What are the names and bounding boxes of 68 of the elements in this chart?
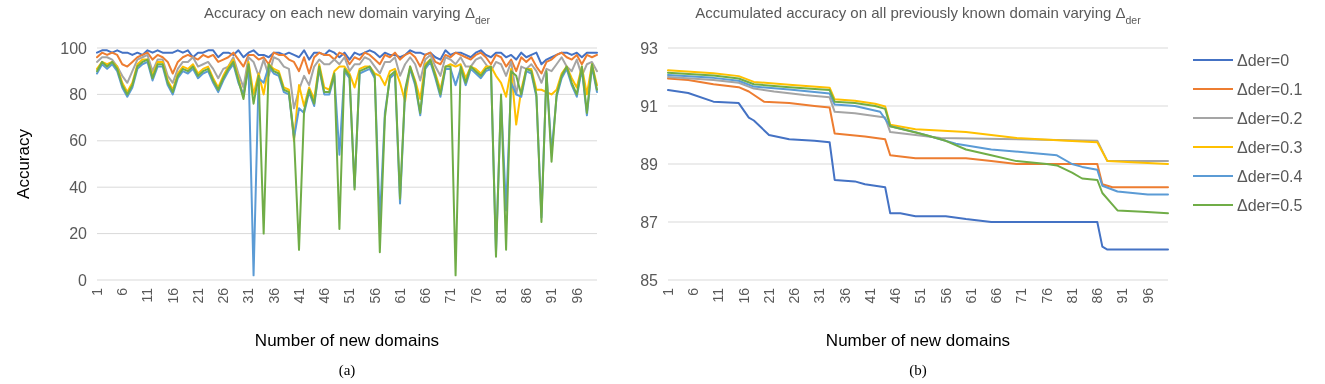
x-tick-label: 51	[912, 287, 929, 304]
y-tick-label: 85	[640, 271, 659, 289]
x-tick-label: 71	[442, 287, 459, 304]
line-series	[667, 89, 1169, 251]
x-tick-label: 1	[88, 287, 105, 296]
y-tick-label: 60	[69, 132, 88, 150]
y-tick-label: 40	[69, 178, 88, 196]
x-tick-label: 6	[114, 287, 131, 296]
line-series	[96, 49, 598, 66]
x-tick-label: 26	[215, 287, 232, 304]
line-series	[96, 51, 598, 75]
x-tick-label: 81	[492, 287, 509, 304]
x-axis-title: Number of new domains	[254, 331, 440, 350]
text: (b)	[909, 362, 927, 379]
x-tick-label: 66	[988, 287, 1005, 304]
x-tick-label: 41	[861, 287, 878, 304]
x-tick-label: 21	[189, 287, 206, 304]
y-tick-label: 93	[640, 39, 659, 57]
legend-label: Δder=0.3	[1237, 138, 1303, 156]
x-tick-label: 1	[659, 287, 676, 296]
x-tick-label: 66	[417, 287, 434, 304]
legend-label: Δder=0	[1237, 51, 1290, 69]
chart-title: Accuracy on each new domain varying Δ$_{der}$	[203, 4, 491, 26]
y-tick-label: 100	[60, 39, 88, 57]
x-tick-label: 86	[1089, 287, 1106, 304]
x-tick-label: 6	[685, 287, 702, 296]
legend-label: Δder=0.2	[1237, 109, 1303, 127]
x-tick-label: 46	[887, 287, 904, 304]
y-axis-title: Accuracy	[14, 128, 33, 199]
x-tick-label: 16	[164, 287, 181, 304]
y-tick-label: 20	[69, 225, 88, 243]
x-tick-label: 21	[760, 287, 777, 304]
legend-label: Δder=0.1	[1237, 80, 1303, 98]
y-tick-label: 87	[640, 213, 659, 231]
chart-title: Accumulated accuracy on all previously known domain varying Δ$_{der}$	[695, 4, 1142, 26]
x-tick-label: 86	[518, 287, 535, 304]
x-tick-label: 96	[568, 287, 585, 304]
x-tick-label: 71	[1013, 287, 1030, 304]
y-tick-label: 0	[78, 271, 88, 289]
y-tick-label: 89	[640, 155, 659, 173]
x-tick-label: 11	[710, 287, 727, 303]
x-tick-label: 96	[1139, 287, 1156, 304]
x-tick-label: 61	[962, 287, 979, 304]
y-tick-label: 91	[640, 97, 659, 115]
x-tick-label: 36	[265, 287, 282, 304]
x-tick-label: 61	[391, 287, 408, 304]
x-tick-label: 31	[811, 287, 828, 304]
x-axis-title: Number of new domains	[825, 331, 1011, 350]
x-tick-label: 81	[1063, 287, 1080, 304]
x-tick-label: 56	[366, 287, 383, 304]
line-series	[96, 53, 598, 110]
x-tick-label: 36	[836, 287, 853, 304]
x-tick-label: 46	[316, 287, 333, 304]
x-tick-label: 91	[1114, 287, 1131, 304]
legend-label: Δder=0.5	[1237, 196, 1303, 214]
x-tick-label: 11	[139, 287, 156, 303]
x-tick-label: 31	[240, 287, 257, 304]
y-tick-label: 80	[69, 86, 88, 103]
x-tick-label: 91	[543, 287, 560, 304]
x-tick-label: 76	[467, 287, 484, 304]
x-tick-label: 41	[290, 287, 307, 304]
x-tick-label: 26	[786, 287, 803, 304]
x-tick-label: 76	[1038, 287, 1055, 304]
text: (a)	[338, 362, 356, 379]
x-tick-label: 51	[341, 287, 358, 304]
x-tick-label: 56	[937, 287, 954, 304]
legend-label: Δder=0.4	[1237, 167, 1303, 185]
x-tick-label: 16	[735, 287, 752, 304]
